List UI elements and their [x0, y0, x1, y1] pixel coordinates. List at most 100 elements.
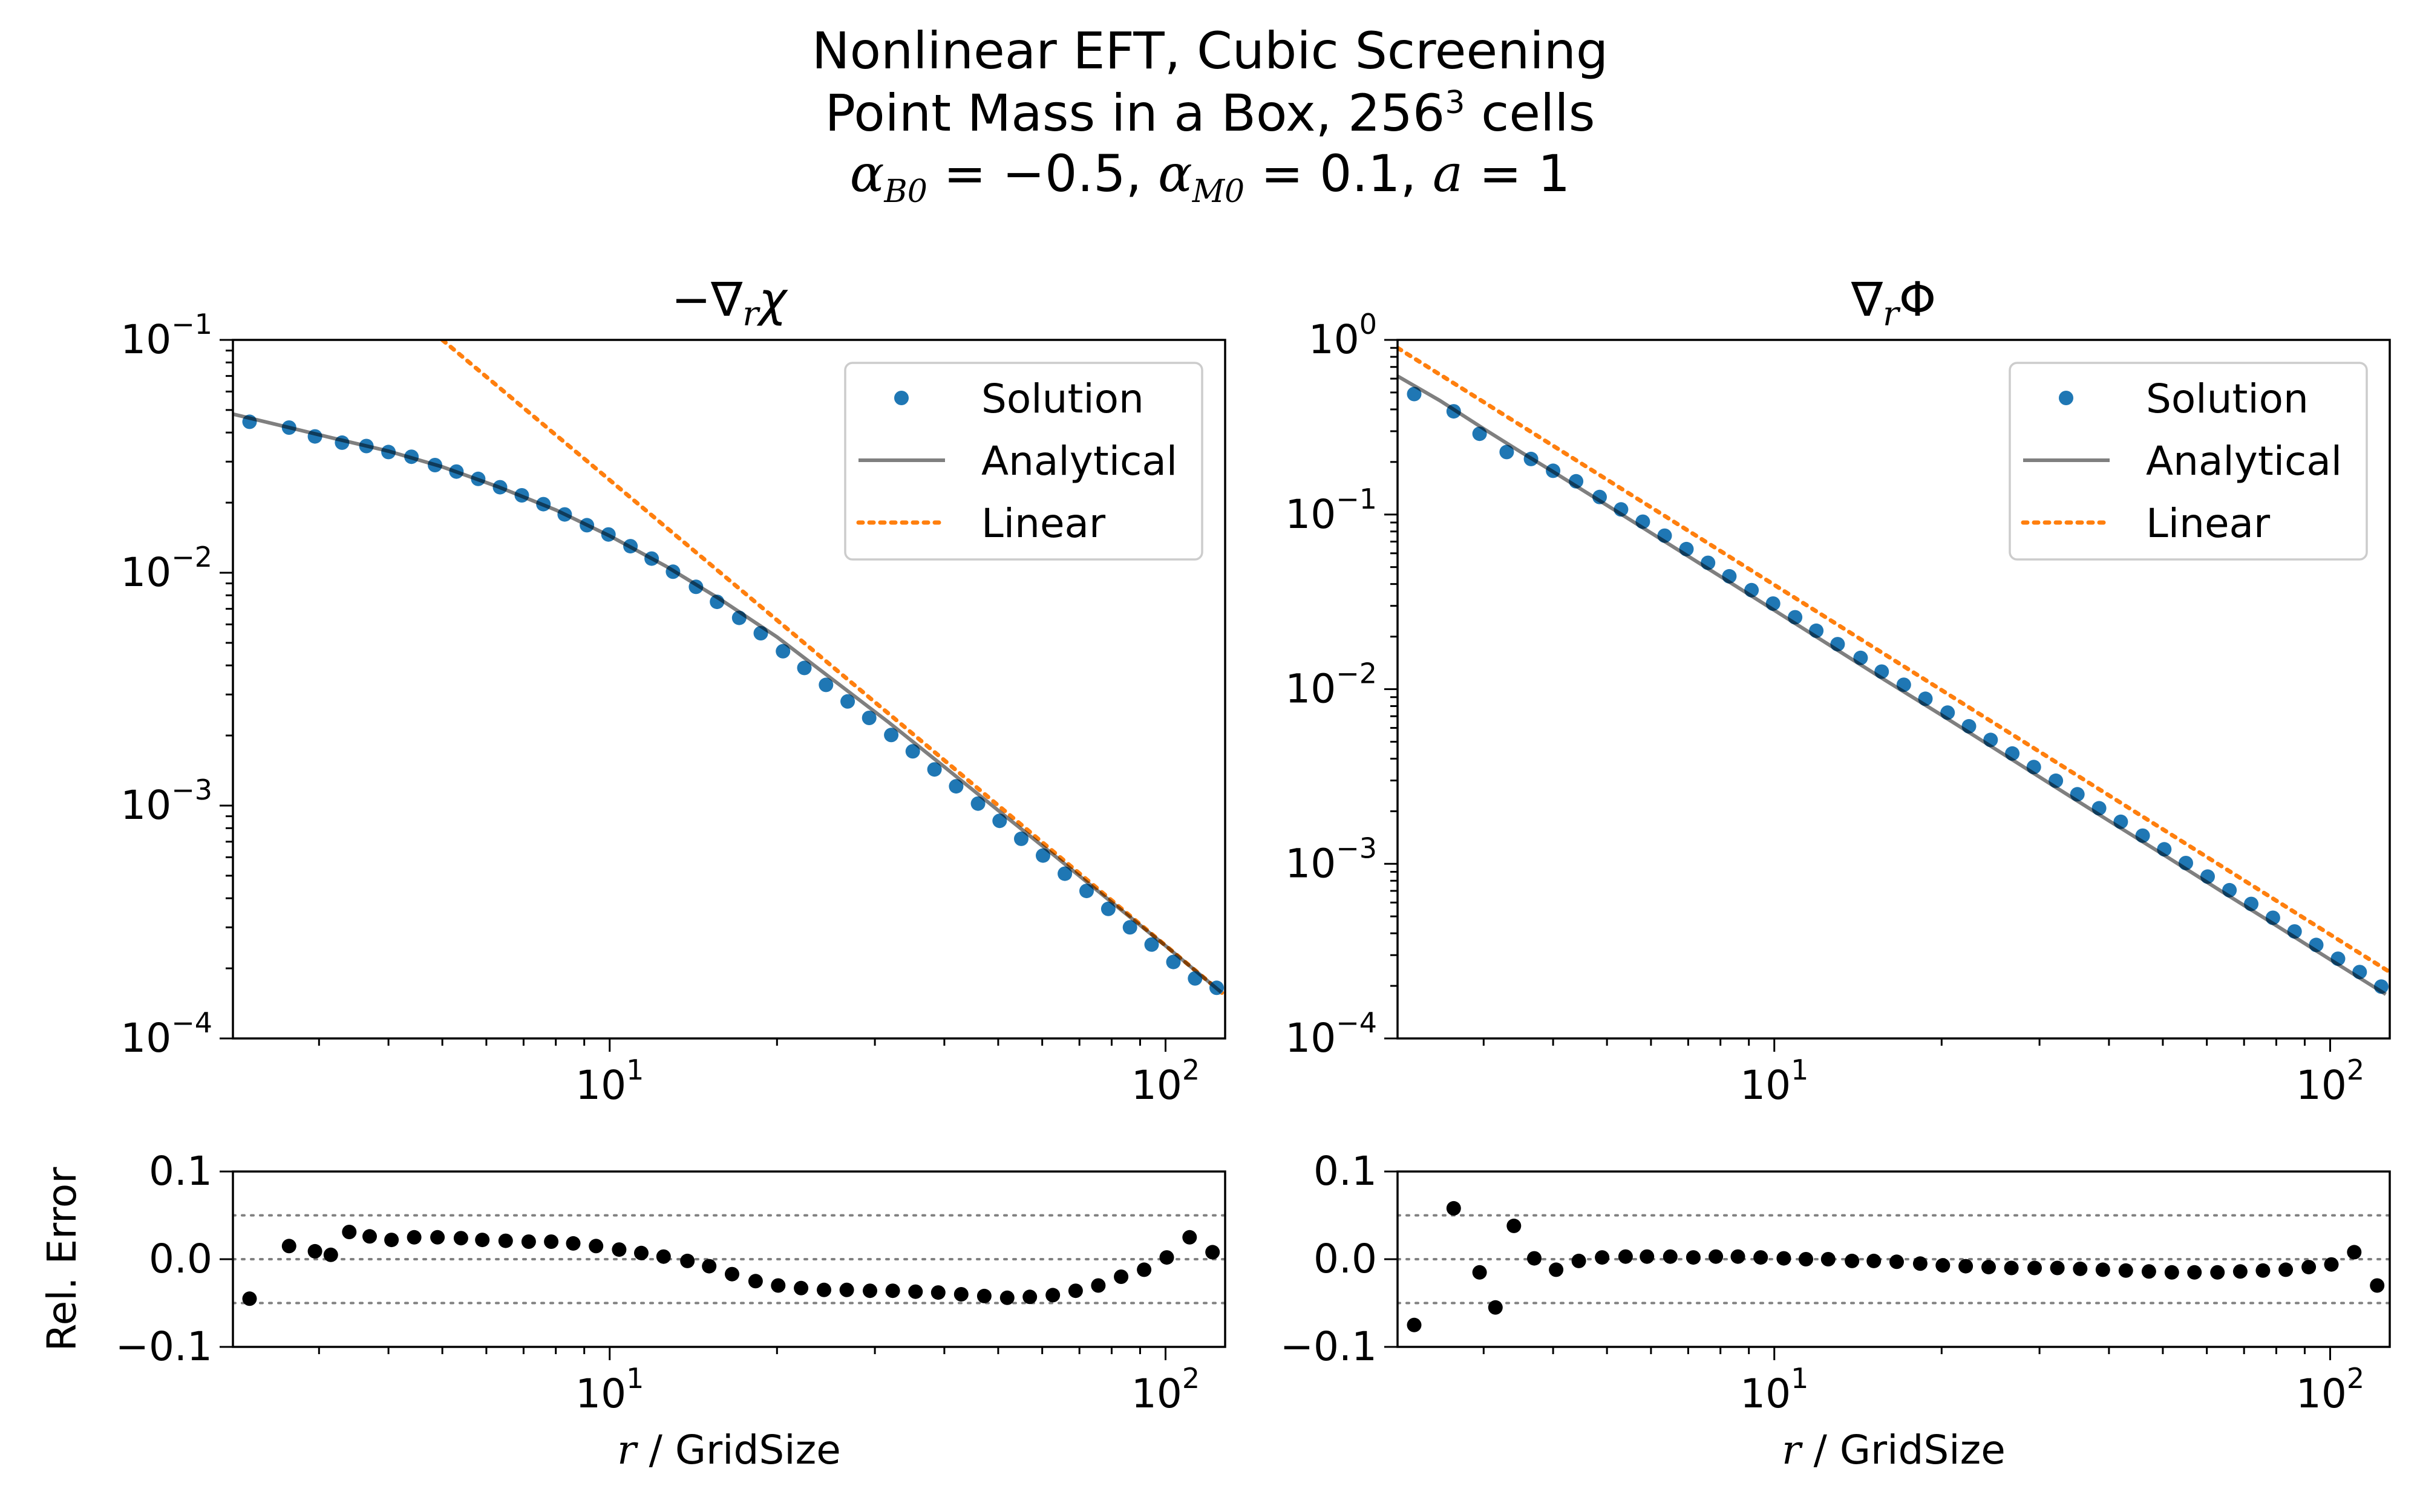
phi-main-legend-label: Solution: [2146, 376, 2309, 422]
chi-err-error-point: [566, 1236, 581, 1251]
phi-err-error-point: [1776, 1251, 1791, 1266]
alpha-b-value: = −0.5,: [927, 144, 1158, 203]
chi-main-legend-label: Linear: [981, 500, 1106, 547]
chi-err-error-point: [1114, 1269, 1129, 1284]
chi-main-y-tick-label: 10−1: [120, 308, 212, 363]
phi-main-solution-point: [1499, 445, 1514, 460]
chi-err-error-point: [656, 1249, 671, 1264]
chi-err-x-tick-label: 101: [575, 1362, 644, 1417]
chi-err-error-point: [307, 1243, 322, 1259]
phi-err-error-point: [1730, 1249, 1745, 1264]
phi-err-error-point: [2164, 1265, 2179, 1280]
chi-err-axes-frame: [232, 1170, 1226, 1348]
figure-title-line-2: Point Mass in a Box, 2563 cells: [0, 85, 2420, 138]
phi-err-error-point: [2301, 1260, 2317, 1275]
chi-err-error-point: [885, 1283, 900, 1299]
chi-main-solution-point: [1122, 920, 1137, 935]
chi-main-solution-point: [797, 660, 812, 676]
chi-err-error-point: [281, 1239, 296, 1254]
chi-err-error-point: [839, 1282, 854, 1297]
phi-err-error-point: [1686, 1250, 1701, 1265]
chi-main-title: −∇rχ: [672, 273, 788, 334]
phi-main-y-tick-label: 10−1: [1285, 483, 1377, 538]
chi-err-error-point: [976, 1288, 992, 1303]
alpha-b-subscript: B0: [884, 173, 927, 210]
chi-err-error-point: [1137, 1262, 1152, 1277]
phi-err-x-axis-label: r / GridSize: [1782, 1427, 2006, 1473]
chi-err-error-point: [384, 1233, 399, 1248]
phi-main-plot-area: [1398, 345, 2390, 996]
phi-err-error-point: [2278, 1262, 2294, 1277]
phi-main-axes-frame: [1396, 339, 2391, 1040]
chi-main-solution-point: [776, 644, 791, 659]
phi-err-error-point: [1571, 1253, 1586, 1268]
alpha-m-value: = 0.1,: [1244, 144, 1433, 203]
chi-err-error-point: [1045, 1288, 1061, 1303]
chi-main-legend-box: [844, 362, 1203, 561]
phi-err-error-point: [1889, 1254, 1904, 1269]
phi-err-error-point: [2141, 1264, 2156, 1279]
chi-err-error-point: [680, 1253, 695, 1268]
chi-main-solution-point: [905, 744, 920, 759]
phi-err-error-point: [2347, 1245, 2362, 1260]
phi-err-error-point: [1472, 1265, 1487, 1280]
chi-main-solution-point: [1014, 831, 1028, 846]
chi-main-y-tick-label: 10−2: [120, 541, 212, 596]
phi-err-error-point: [1820, 1252, 1836, 1266]
chi-err-error-point: [908, 1284, 923, 1299]
chi-main-solution-point: [927, 762, 942, 777]
phi-main-panel: 101 102 100 10−1 10−2 10−3 10−4 ∇rΦ Solution Anal…: [1285, 273, 2391, 1109]
phi-err-error-point: [2187, 1265, 2202, 1280]
chi-err-error-point: [362, 1229, 377, 1244]
phi-err-error-point: [2232, 1264, 2248, 1279]
phi-err-error-point: [2050, 1260, 2065, 1276]
phi-main-x-tick-label: 101: [1740, 1054, 1808, 1109]
phi-err-error-point: [2118, 1263, 2133, 1278]
figure-title-line-3: αB0 = −0.5, αM0 = 0.1, a = 1: [0, 148, 2420, 207]
chi-err-plot-area: [233, 1214, 1225, 1306]
chi-main-solution-point: [1079, 884, 1094, 899]
chi-err-error-point: [498, 1233, 513, 1248]
alpha-m-subscript: M0: [1192, 173, 1245, 210]
phi-main-legend-label: Analytical: [2146, 438, 2342, 484]
chi-main-y-tick-label: 10−4: [120, 1006, 212, 1061]
phi-err-error-point: [1640, 1249, 1655, 1264]
phi-err-y-tick-label: 0.1: [1313, 1148, 1377, 1194]
chi-err-error-point: [430, 1230, 445, 1245]
title-grid-text: Point Mass in a Box, 256: [825, 83, 1445, 143]
chi-err-error-point: [817, 1282, 831, 1297]
chi-err-error-point: [1091, 1278, 1106, 1293]
chi-main-solution-point: [1100, 901, 1116, 916]
phi-err-error-point: [1866, 1253, 1882, 1268]
chi-main-panel: 101 102 10−1 10−2 10−3 10−4 −∇rχ Solution Analyt…: [120, 273, 1226, 1109]
phi-err-error-point: [2004, 1260, 2019, 1276]
chi-main-analytical-line: [233, 412, 1223, 994]
chi-err-error-point: [612, 1242, 627, 1257]
chi-err-x-axis-label: r / GridSize: [617, 1427, 841, 1473]
chi-main-legend-label: Solution: [981, 376, 1144, 422]
chi-err-error-point: [453, 1231, 468, 1246]
chi-main-plot-area: [233, 340, 1225, 998]
chi-error-panel: 101 102 0.1 0.0 −0.1 r / GridSize Rel. Error: [39, 1148, 1226, 1473]
phi-err-error-point: [2324, 1257, 2339, 1272]
chi-err-y-tick-label: −0.1: [116, 1323, 212, 1370]
phi-err-error-point: [1663, 1249, 1678, 1264]
phi-main-x-tick-label: 102: [2296, 1054, 2364, 1109]
chi-main-solution-point: [1036, 848, 1050, 863]
chi-err-error-point: [521, 1234, 536, 1249]
chi-main-solution-point: [862, 711, 877, 725]
chi-err-error-point: [589, 1239, 604, 1254]
chi-main-solution-point: [840, 694, 855, 709]
chi-err-y-tick-label: 0.0: [149, 1236, 212, 1282]
chi-main-x-tick-label: 102: [1131, 1054, 1200, 1109]
title-grid-exponent: 3: [1445, 85, 1465, 121]
phi-err-error-point: [1506, 1218, 1522, 1233]
chi-err-error-point: [634, 1245, 649, 1260]
chi-main-solution-point: [819, 677, 834, 692]
phi-err-error-point: [2073, 1261, 2088, 1276]
phi-main-y-tick-label: 10−2: [1285, 657, 1377, 712]
chi-err-error-point: [1068, 1283, 1083, 1299]
phi-main-title: ∇rΦ: [1851, 273, 1936, 334]
phi-err-error-point: [1549, 1262, 1564, 1277]
